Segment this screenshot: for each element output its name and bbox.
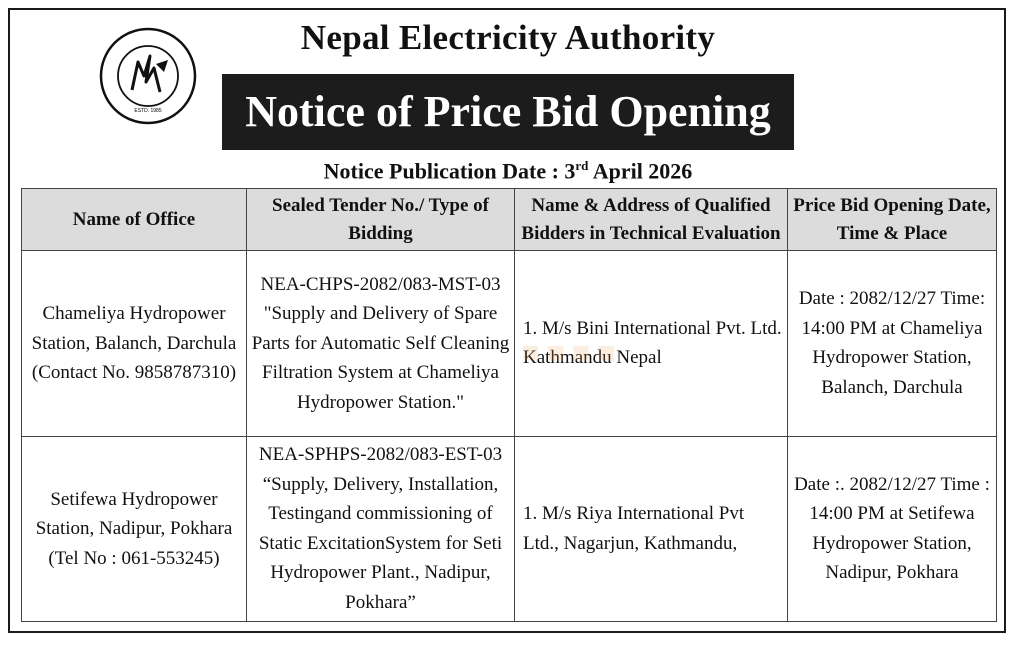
col-header-tender: Sealed Tender No./ Type of Bidding (246, 188, 515, 251)
tender-cell: NEA-CHPS-2082/083-MST-03 "Supply and Del… (246, 250, 515, 437)
bidder-cell: 1. M/s Riya International Pvt Ltd., Naga… (514, 435, 788, 622)
tender-cell: NEA-SPHPS-2082/083-EST-03 “Supply, Deliv… (246, 435, 515, 622)
office-cell: Chameliya Hydropower Station, Balanch, D… (21, 250, 247, 437)
col-header-office: Name of Office (21, 188, 247, 251)
table-row: Chameliya Hydropower Station, Balanch, D… (21, 250, 997, 437)
opening-cell: Date :. 2082/12/27 Time : 14:00 PM at Se… (787, 435, 997, 622)
table-header-row: Name of Office Sealed Tender No./ Type o… (21, 188, 997, 251)
notice-title: Notice of Price Bid Opening (222, 74, 794, 150)
opening-cell: Date : 2082/12/27 Time: 14:00 PM at Cham… (787, 250, 997, 437)
col-header-bidder: Name & Address of Qualified Bidders in T… (514, 188, 788, 251)
svg-text:ESTD. 1985: ESTD. 1985 (134, 108, 161, 114)
office-cell: Setifewa Hydropower Station, Nadipur, Po… (21, 435, 247, 622)
notice-frame (8, 8, 1006, 633)
bid-table: Name of Office Sealed Tender No./ Type o… (21, 188, 997, 622)
nea-logo: ESTD. 1985 (99, 27, 197, 125)
col-header-opening: Price Bid Opening Date, Time & Place (787, 188, 997, 251)
table-row: Setifewa Hydropower Station, Nadipur, Po… (21, 435, 997, 622)
publication-date: Notice Publication Date : 3rd April 2026 (323, 158, 693, 184)
organization-name: Nepal Electricity Authority (300, 18, 716, 57)
bidder-cell: 1. M/s Bini International Pvt. Ltd. Kath… (514, 250, 788, 437)
